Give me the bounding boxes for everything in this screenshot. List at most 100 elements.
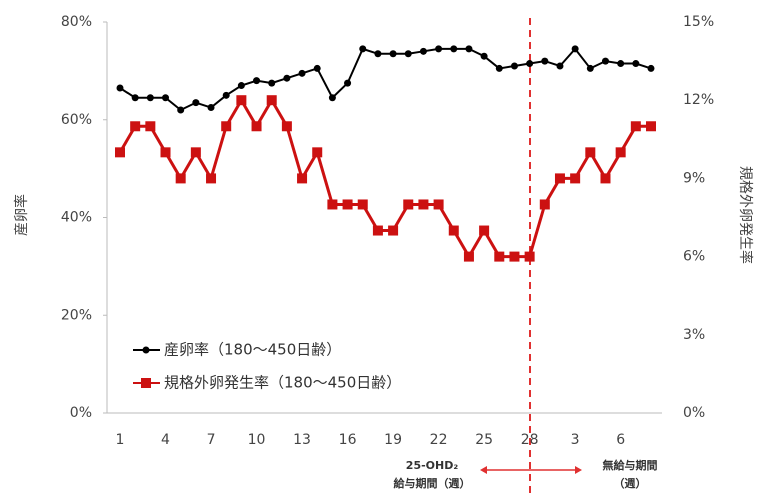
marker (586, 64, 594, 72)
marker (281, 121, 292, 132)
marker (389, 50, 397, 58)
marker (313, 64, 321, 72)
annotation: 25-OHD₂ (406, 459, 459, 472)
y2-tick-label: 15% (683, 14, 714, 30)
y-tick-label: 40% (61, 210, 92, 226)
y2-tick-label: 0% (683, 405, 705, 421)
marker (268, 79, 276, 87)
marker (131, 94, 139, 102)
marker (448, 225, 459, 236)
x-tick-label: 4 (161, 432, 170, 448)
marker (190, 147, 201, 158)
marker (435, 45, 443, 53)
marker (357, 199, 368, 210)
marker (510, 62, 518, 70)
marker (160, 147, 171, 158)
x-tick-label: 19 (384, 432, 402, 448)
x-tick-label: 28 (521, 432, 539, 448)
marker (145, 121, 156, 132)
marker (615, 147, 626, 158)
marker (192, 99, 200, 107)
arrow-head (480, 466, 487, 474)
marker (130, 121, 141, 132)
marker (524, 251, 535, 262)
legend-label: 規格外卵発生率（180～450日齢） (164, 374, 401, 392)
marker (237, 82, 245, 90)
marker (601, 57, 609, 65)
marker (312, 147, 323, 158)
marker (617, 60, 625, 68)
marker (283, 74, 291, 82)
marker (207, 104, 215, 112)
marker (177, 106, 185, 114)
y-axis-title: 産卵率 (13, 194, 30, 236)
x-tick-label: 16 (339, 432, 357, 448)
legend-label: 産卵率（180～450日齢） (164, 341, 341, 359)
marker (494, 251, 505, 262)
marker (585, 147, 596, 158)
y-tick-label: 0% (70, 405, 92, 421)
marker (221, 121, 232, 132)
marker (539, 199, 550, 210)
marker (266, 95, 277, 106)
marker (630, 121, 641, 132)
marker (206, 173, 217, 184)
marker (328, 94, 336, 102)
y-tick-label: 80% (61, 14, 92, 30)
marker (463, 251, 474, 262)
x-tick-label: 1 (116, 432, 125, 448)
marker (175, 173, 186, 184)
marker (632, 60, 640, 68)
x-tick-label: 13 (293, 432, 311, 448)
y2-tick-label: 12% (683, 92, 714, 108)
annotation: （週） (614, 476, 647, 490)
y2-tick-label: 3% (683, 327, 705, 343)
marker (115, 147, 125, 158)
marker (116, 84, 124, 92)
marker (571, 45, 579, 53)
marker (465, 45, 473, 53)
y-tick-label: 20% (61, 307, 92, 323)
x-tick-label: 3 (571, 432, 580, 448)
marker (418, 199, 429, 210)
y-tick-label: 60% (61, 112, 92, 128)
marker (236, 95, 247, 106)
x-tick-label: 22 (430, 432, 448, 448)
marker (404, 50, 412, 58)
marker (570, 173, 581, 184)
marker (222, 91, 230, 99)
marker (359, 45, 367, 53)
arrow-head (575, 466, 582, 474)
marker (479, 225, 490, 236)
marker (419, 47, 427, 55)
series-line (119, 47, 652, 112)
marker (162, 94, 170, 102)
legend-marker (141, 378, 151, 388)
marker (253, 77, 261, 85)
marker (388, 225, 399, 236)
marker (556, 62, 564, 70)
legend-marker (142, 346, 150, 354)
marker (526, 60, 534, 68)
marker (495, 64, 503, 72)
marker (146, 94, 154, 102)
x-tick-label: 10 (248, 432, 266, 448)
marker (374, 50, 382, 58)
x-tick-label: 6 (616, 432, 625, 448)
marker (541, 57, 549, 65)
marker (403, 199, 414, 210)
marker (646, 121, 656, 132)
y2-tick-label: 6% (683, 249, 705, 265)
marker (342, 199, 353, 210)
marker (554, 173, 565, 184)
marker (298, 69, 306, 77)
y2-tick-label: 9% (683, 170, 705, 186)
marker (433, 199, 444, 210)
marker (509, 251, 520, 262)
y2-axis-title: 規格外卵発生率 (737, 166, 754, 264)
marker (297, 173, 308, 184)
marker (480, 52, 488, 60)
marker (450, 45, 458, 53)
x-tick-label: 25 (475, 432, 493, 448)
